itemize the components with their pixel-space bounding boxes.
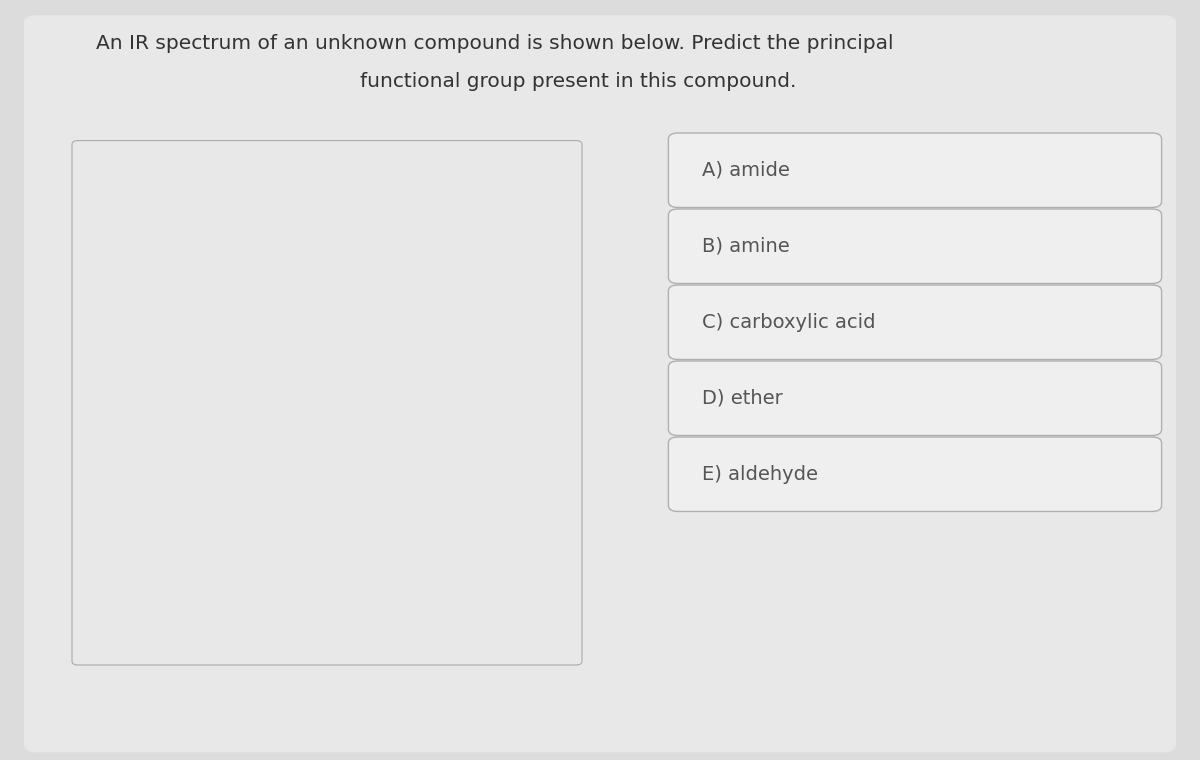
Text: D) ether: D) ether	[702, 389, 782, 408]
Text: E) aldehyde: E) aldehyde	[702, 465, 818, 484]
Text: A) amide: A) amide	[702, 161, 790, 180]
Text: C) carboxylic acid: C) carboxylic acid	[702, 313, 876, 331]
X-axis label: Wavenumber (cm⁻¹): Wavenumber (cm⁻¹)	[274, 631, 380, 641]
Text: functional group present in this compound.: functional group present in this compoun…	[360, 72, 797, 91]
Text: An IR spectrum of an unknown compound is shown below. Predict the principal: An IR spectrum of an unknown compound is…	[96, 34, 894, 53]
Text: B) amine: B) amine	[702, 237, 790, 255]
